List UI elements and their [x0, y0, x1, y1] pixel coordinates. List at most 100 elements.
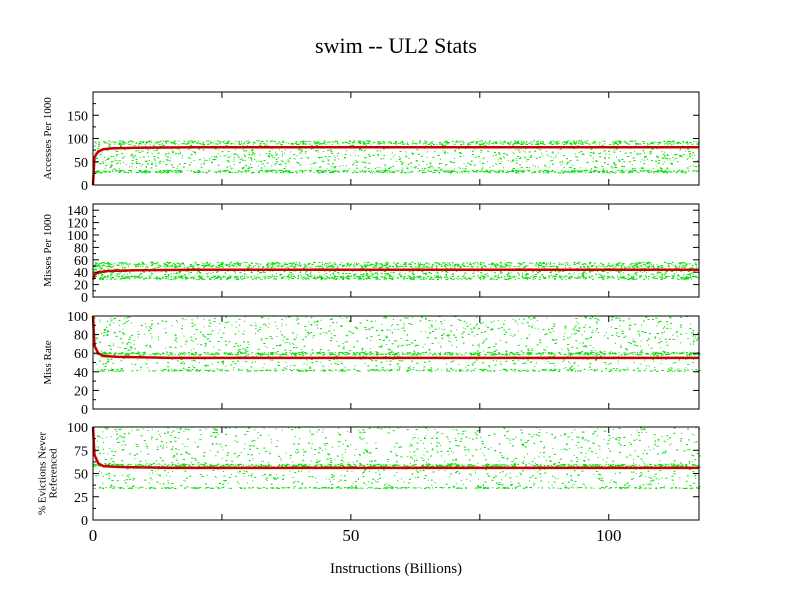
scatter-point: [243, 143, 245, 145]
scatter-point: [445, 270, 448, 272]
scatter-point: [696, 277, 699, 279]
scatter-point: [158, 143, 161, 145]
scatter-point: [293, 158, 296, 160]
scatter-point: [483, 276, 486, 278]
scatter-point: [419, 170, 421, 172]
scatter-point: [445, 264, 447, 266]
scatter-point: [408, 354, 410, 356]
scatter-point: [664, 272, 667, 274]
scatter-point: [635, 143, 638, 145]
scatter-point: [683, 141, 684, 142]
scatter-point: [650, 263, 652, 265]
scatter-point: [294, 276, 296, 278]
scatter-point: [482, 166, 484, 168]
scatter-point: [215, 278, 217, 279]
scatter-point: [127, 353, 130, 355]
scatter-point: [157, 264, 160, 266]
scatter-point: [109, 266, 112, 268]
scatter-point: [197, 172, 200, 173]
scatter-point: [379, 171, 381, 173]
scatter-point: [532, 164, 534, 166]
scatter-point: [127, 142, 129, 144]
scatter-point: [589, 352, 592, 354]
scatter-point: [548, 278, 550, 279]
scatter-point: [519, 164, 522, 166]
scatter-point: [476, 169, 478, 171]
scatter-point: [307, 263, 310, 265]
scatter-point: [660, 277, 662, 279]
scatter-point: [397, 170, 400, 172]
scatter-point: [636, 266, 638, 268]
scatter-point: [168, 160, 171, 162]
scatter-point: [405, 156, 408, 158]
scatter-point: [664, 155, 666, 157]
scatter-point: [627, 143, 629, 145]
scatter-point: [480, 150, 483, 151]
scatter-point: [321, 277, 324, 278]
scatter-point: [107, 170, 109, 172]
scatter-point: [377, 143, 380, 145]
scatter-point: [331, 152, 334, 154]
scatter-point: [679, 265, 681, 267]
scatter-point: [526, 278, 528, 280]
scatter-point: [529, 262, 532, 264]
scatter-point: [585, 352, 588, 354]
scatter-point: [302, 142, 304, 144]
scatter-point: [375, 168, 376, 169]
scatter-point: [454, 144, 456, 145]
scatter-point: [523, 277, 525, 279]
scatter-point: [444, 170, 447, 172]
scatter-point: [618, 272, 621, 274]
scatter-point: [274, 141, 276, 142]
scatter-point: [504, 140, 506, 142]
scatter-point: [292, 278, 294, 280]
scatter-point: [575, 170, 578, 172]
scatter-point: [647, 267, 649, 269]
scatter-point: [405, 155, 407, 157]
scatter-point: [123, 140, 125, 142]
scatter-point: [135, 172, 138, 174]
scatter-point: [627, 353, 629, 355]
scatter-point: [651, 148, 653, 150]
scatter-point: [614, 172, 617, 174]
scatter-point: [161, 143, 163, 145]
scatter-point: [490, 352, 493, 354]
scatter-point: [325, 143, 327, 145]
scatter-point: [334, 157, 336, 159]
scatter-point: [622, 272, 624, 274]
scatter-point: [459, 266, 462, 268]
scatter-point: [101, 172, 103, 174]
scatter-point: [553, 275, 556, 277]
scatter-point: [661, 274, 663, 276]
scatter-point: [400, 276, 402, 278]
scatter-point: [521, 143, 524, 145]
scatter-point: [527, 273, 529, 275]
scatter-point: [261, 354, 263, 356]
scatter-point: [338, 272, 340, 274]
scatter-point: [194, 151, 197, 153]
scatter-point: [522, 352, 525, 354]
scatter-point: [133, 277, 136, 279]
scatter-point: [194, 275, 196, 277]
scatter-point: [192, 151, 194, 152]
scatter-point: [380, 142, 382, 144]
scatter-point: [284, 163, 287, 165]
scatter-point: [355, 154, 357, 156]
scatter-point: [299, 262, 301, 264]
scatter-point: [216, 261, 219, 263]
scatter-point: [310, 275, 313, 277]
scatter-point: [138, 275, 141, 277]
scatter-point: [198, 159, 201, 161]
scatter-point: [237, 263, 239, 265]
scatter-point: [275, 155, 277, 156]
scatter-point: [153, 156, 156, 157]
scatter-point: [258, 140, 261, 142]
scatter-point: [219, 276, 221, 278]
scatter-point: [659, 265, 662, 267]
scatter-point: [691, 143, 694, 145]
scatter-point: [412, 278, 415, 280]
scatter-point: [219, 278, 222, 280]
scatter-point: [208, 263, 211, 265]
scatter-point: [380, 150, 381, 152]
scatter-point: [644, 275, 647, 277]
